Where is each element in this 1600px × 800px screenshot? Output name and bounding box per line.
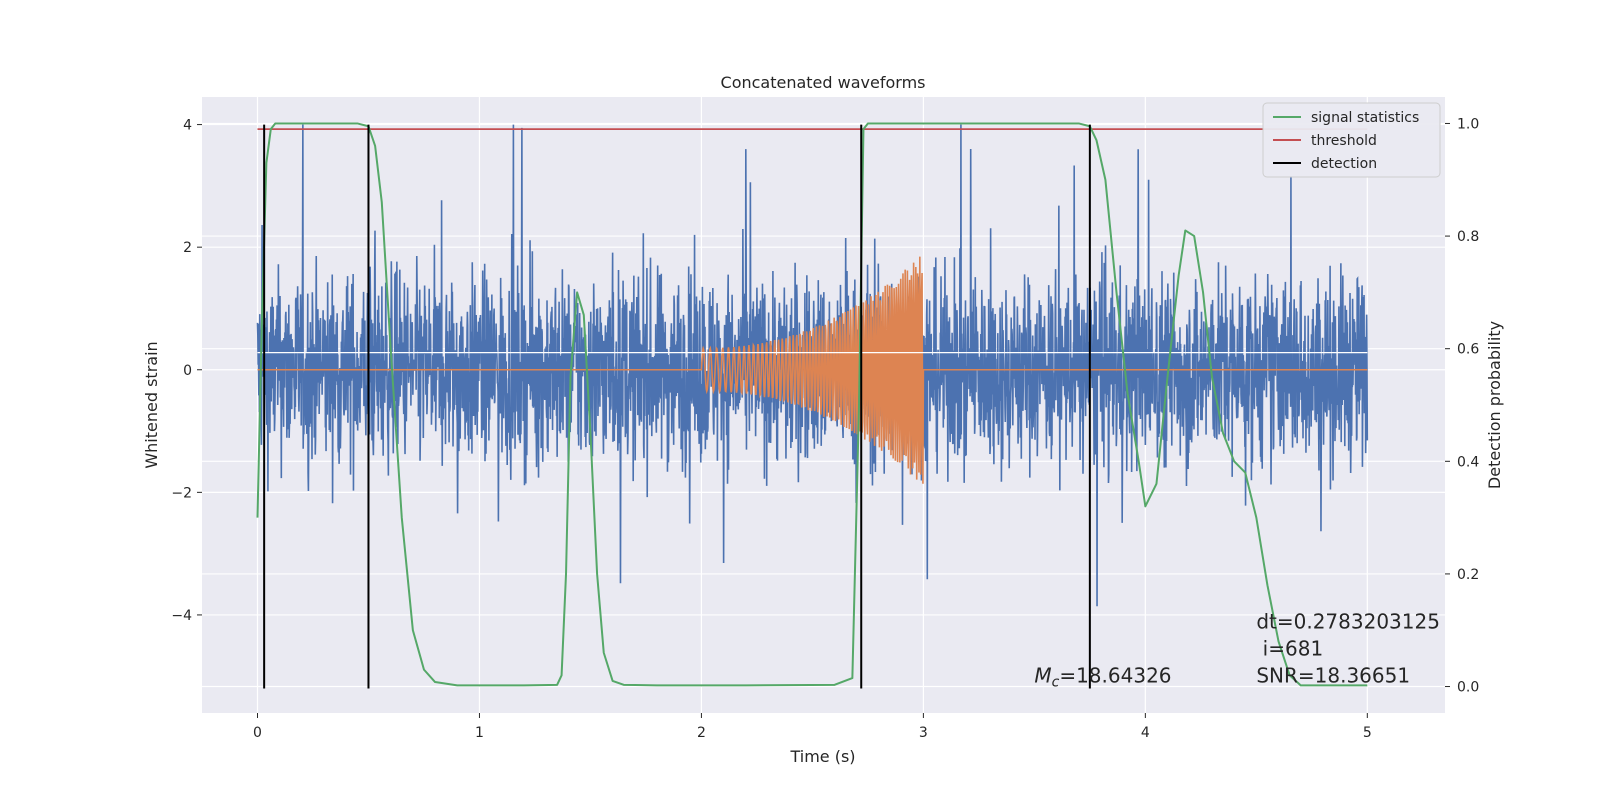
x-tick-label: 3: [919, 725, 928, 741]
annotation-line: dt=0.2783203125: [1256, 609, 1440, 633]
legend-label: threshold: [1311, 133, 1377, 149]
y-tick-label: −4: [171, 608, 192, 624]
y2-tick-label: 1.0: [1457, 116, 1479, 132]
legend-label: detection: [1311, 156, 1377, 172]
y-tick-label: −2: [171, 485, 192, 501]
legend: signal statistics threshold detection: [1262, 102, 1441, 178]
ticks: 0 1 2 3 4 5 −4 −2 0 2 4 0.0 0.2 0.4 0.6 0.8 1.0: [171, 116, 1479, 741]
chirp-mass-annotation: Mc=18.64326: [1034, 663, 1171, 690]
x-tick-label: 5: [1363, 725, 1372, 741]
y2-tick-label: 0.8: [1457, 229, 1479, 245]
chart-title: Concatenated waveforms: [721, 73, 926, 92]
legend-label: signal statistics: [1311, 110, 1419, 126]
legend-box: [1262, 102, 1441, 178]
x-tick-label: 1: [475, 725, 484, 741]
y-tick-label: 4: [183, 118, 192, 134]
y-axis-label: Whitened strain: [142, 341, 161, 468]
signal-statistics-series-line: [256, 122, 1368, 687]
y2-tick-label: 0.2: [1457, 567, 1479, 583]
y2-tick-label: 0.0: [1457, 680, 1479, 696]
x-axis-label: Time (s): [789, 747, 855, 766]
y2-axis-label: Detection probability: [1485, 321, 1504, 489]
y2-tick-label: 0.6: [1457, 342, 1479, 358]
x-tick-label: 0: [253, 725, 262, 741]
annotations: dt=0.2783203125 i=681 SNR=18.36651 Mc=18.6…: [1034, 609, 1440, 690]
template-series-line: [257, 256, 1368, 484]
y2-tick-label: 0.4: [1457, 454, 1479, 470]
x-tick-label: 4: [1141, 725, 1150, 741]
annotation-line: i=681: [1256, 636, 1323, 660]
y-tick-label: 2: [183, 240, 192, 256]
plot-area: [256, 122, 1369, 689]
annotation-line: SNR=18.36651: [1256, 663, 1410, 687]
x-tick-label: 2: [697, 725, 706, 741]
y-tick-label: 0: [183, 363, 192, 379]
